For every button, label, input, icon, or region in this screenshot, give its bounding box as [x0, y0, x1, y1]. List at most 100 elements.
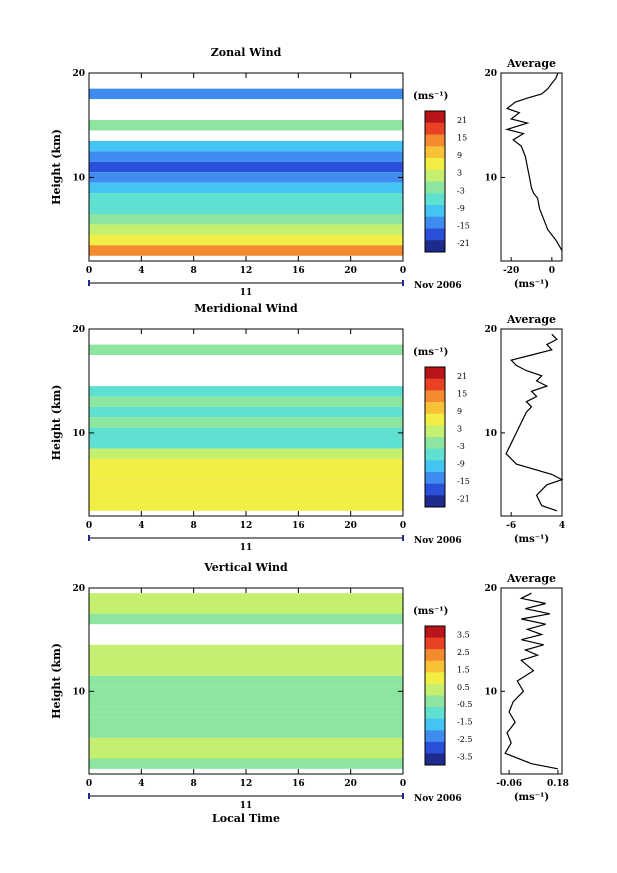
colorbar-tick-label: -15	[457, 222, 470, 231]
average-unit: (ms⁻¹)	[514, 534, 549, 545]
colorbar-swatch	[425, 367, 445, 379]
y-axis-label: Height (km)	[50, 643, 63, 719]
colorbar-tick-label: 3	[457, 169, 462, 178]
average-unit: (ms⁻¹)	[514, 792, 549, 803]
heatmap-cell	[89, 428, 403, 438]
heatmap-cell	[89, 162, 403, 172]
colorbar-tick-label: -9	[457, 459, 465, 468]
average-x-tick-label: -6	[506, 521, 516, 531]
colorbar-swatch	[425, 742, 445, 754]
colorbar-tick-label: -21	[457, 239, 470, 248]
average-profile-line	[507, 73, 562, 251]
colorbar-swatch	[425, 661, 445, 673]
heatmap-cell	[89, 676, 403, 686]
day-label: 11	[240, 288, 253, 298]
heatmap-cell	[89, 183, 403, 193]
colorbar-swatch	[425, 495, 445, 507]
heatmap-cell	[89, 604, 403, 614]
x-tick-label: 16	[292, 521, 305, 531]
heatmap-cell	[89, 707, 403, 717]
heatmap-cell	[89, 614, 403, 624]
heatmap-cell	[89, 480, 403, 490]
heatmap-cell	[89, 193, 403, 203]
colorbar-swatch	[425, 425, 445, 437]
colorbar-tick-label: 21	[457, 372, 467, 381]
colorbar-tick-label: -1.5	[457, 718, 472, 727]
colorbar-swatch	[425, 205, 445, 217]
heatmap-cell	[89, 151, 403, 161]
average-title: Average	[506, 57, 556, 70]
heatmap-cell	[89, 686, 403, 696]
average-x-tick-label: 0	[549, 266, 555, 276]
colorbar-tick-label: 3	[457, 424, 462, 433]
heatmap-cell	[89, 438, 403, 448]
x-tick-label: 0	[400, 266, 406, 276]
x-tick-label: 8	[191, 779, 197, 789]
heatmap-cell	[89, 417, 403, 427]
colorbar-tick-label: -0.5	[457, 700, 472, 709]
panel-title: Zonal Wind	[211, 46, 282, 59]
date-label: Nov 2006	[414, 536, 462, 546]
colorbar-swatch	[425, 638, 445, 650]
y-tick-label: 20	[72, 69, 85, 79]
heatmap-cell	[89, 407, 403, 417]
heatmap-cell	[89, 655, 403, 665]
colorbar-tick-label: 21	[457, 116, 467, 125]
colorbar-swatch	[425, 414, 445, 426]
average-x-tick-label: 0.18	[547, 779, 569, 789]
colorbar-tick-label: -2.5	[457, 735, 472, 744]
colorbar-tick-label: 9	[457, 151, 462, 160]
average-x-tick-label: 4	[559, 521, 565, 531]
average-profile-line	[505, 593, 558, 769]
x-tick-label: 0	[400, 779, 406, 789]
heatmap-cell	[89, 469, 403, 479]
heatmap-cell	[89, 397, 403, 407]
panel-title: Vertical Wind	[203, 561, 288, 574]
y-tick-label: 10	[72, 687, 85, 697]
heatmap-cell	[89, 748, 403, 758]
colorbar-swatch	[425, 437, 445, 449]
colorbar-swatch	[425, 170, 445, 182]
heatmap-cell	[89, 666, 403, 676]
average-y-tick-label: 20	[484, 325, 497, 335]
x-tick-label: 20	[344, 521, 357, 531]
x-tick-label: 0	[86, 266, 92, 276]
colorbar-swatch	[425, 229, 445, 241]
average-y-tick-label: 10	[484, 173, 497, 183]
heatmap-cell	[89, 224, 403, 234]
heatmap-cell	[89, 728, 403, 738]
colorbar-swatch	[425, 379, 445, 391]
date-label: Nov 2006	[414, 281, 462, 291]
x-tick-label: 20	[344, 779, 357, 789]
x-tick-label: 8	[191, 521, 197, 531]
colorbar-swatch	[425, 135, 445, 147]
average-y-tick-label: 10	[484, 429, 497, 439]
colorbar-unit: (ms⁻¹)	[413, 606, 448, 617]
colorbar-unit: (ms⁻¹)	[413, 347, 448, 358]
colorbar-swatch	[425, 484, 445, 496]
heatmap-cell	[89, 89, 403, 99]
colorbar-swatch	[425, 472, 445, 484]
x-tick-label: 12	[240, 521, 253, 531]
heatmap-cell	[89, 245, 403, 255]
heatmap-cell	[89, 645, 403, 655]
heatmap-cell	[89, 141, 403, 151]
heatmap-cell	[89, 500, 403, 510]
y-tick-label: 10	[72, 173, 85, 183]
average-title: Average	[506, 313, 556, 326]
y-tick-label: 10	[72, 429, 85, 439]
x-axis-label: Local Time	[212, 812, 280, 825]
x-tick-label: 4	[138, 779, 144, 789]
colorbar-tick-label: 3.5	[457, 631, 470, 640]
colorbar-swatch	[425, 123, 445, 135]
colorbar-swatch	[425, 146, 445, 158]
x-tick-label: 20	[344, 266, 357, 276]
colorbar-swatch	[425, 696, 445, 708]
average-y-tick-label: 20	[484, 584, 497, 594]
heatmap-cell	[89, 697, 403, 707]
heatmap-cell	[89, 717, 403, 727]
colorbar-tick-label: -3	[457, 442, 465, 451]
colorbar-swatch	[425, 753, 445, 765]
colorbar-swatch	[425, 402, 445, 414]
colorbar-tick-label: 2.5	[457, 648, 470, 657]
